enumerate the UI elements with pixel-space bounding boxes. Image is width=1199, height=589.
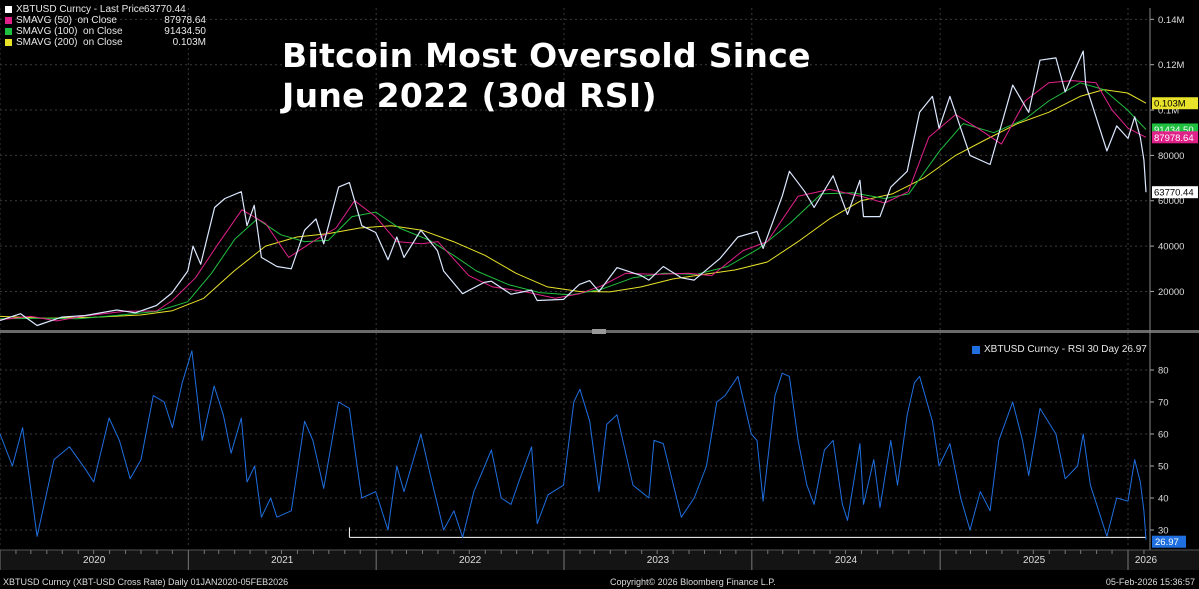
panel-divider-handle[interactable] [592, 329, 606, 334]
legend-value: 87978.64 [164, 15, 206, 26]
legend-swatch [4, 38, 13, 47]
rsi-y-tick-label: 40 [1158, 494, 1169, 505]
legend-swatch [4, 27, 13, 36]
legend-swatch [4, 16, 13, 25]
legend-swatch [4, 5, 13, 14]
last-value-text: 87978.64 [1154, 133, 1194, 144]
rsi-y-tick-label: 70 [1158, 398, 1169, 409]
rsi-y-tick-label: 30 [1158, 526, 1169, 537]
last-value-text: 0.103M [1154, 99, 1186, 110]
rsi-last-value-label: 26.97 [1152, 535, 1186, 548]
legend-label: SMAVG (100) on Close [16, 26, 123, 37]
footer-copyright: Copyright© 2026 Bloomberg Finance L.P. [610, 577, 776, 587]
rsi-line [0, 350, 1147, 540]
chart-title: Bitcoin Most Oversold Since June 2022 (3… [282, 36, 811, 116]
footer-timestamp: 05-Feb-2026 15:36:57 [1105, 577, 1195, 587]
last-value-label: 87978.64 [1152, 131, 1198, 144]
x-tick-label: 2022 [459, 555, 482, 566]
y-tick-label: 40000 [1158, 242, 1184, 253]
chart-axes: 20000 40000 60000 80000 0.1M 0.12M 0.14M 30 40 50… [0, 8, 1199, 550]
last-value-box [1152, 131, 1198, 144]
rsi-y-tick-label: 50 [1158, 462, 1169, 473]
y-tick-label: 0.1M [1158, 106, 1179, 117]
y-tick-label: 80000 [1158, 151, 1184, 162]
last-value-label: 0.103M [1152, 97, 1198, 110]
y-tick-label: 20000 [1158, 287, 1184, 298]
x-axis-band [0, 550, 1199, 570]
legend-value: 63770.44 [144, 4, 186, 15]
x-tick-label: 2026 [1135, 555, 1158, 566]
rsi-last-value-text: 26.97 [1155, 537, 1179, 548]
last-value-label: 63770.44 [1152, 186, 1198, 199]
last-value-label: 91434.50 [1152, 123, 1198, 136]
last-value-box [1152, 97, 1198, 110]
chart-title-line-2: June 2022 (30d RSI) [282, 76, 657, 115]
y-tick-label: 0.14M [1158, 15, 1184, 26]
rsi-legend-label: XBTUSD Curncy - RSI 30 Day 26.97 [984, 344, 1147, 355]
x-tick-label: 2023 [647, 555, 670, 566]
chart-grid [0, 8, 1150, 546]
x-tick-label: 2021 [271, 555, 294, 566]
rsi-legend: XBTUSD Curncy - RSI 30 Day 26.97 [972, 344, 1147, 355]
sma50-line [0, 80, 1147, 322]
x-tick-label: 2024 [835, 555, 858, 566]
last-value-box [1152, 186, 1198, 199]
x-tick-label: 2020 [83, 555, 106, 566]
legend-entry-sma200: SMAVG (200) on Close 0.103M [4, 37, 206, 48]
x-tick-label: 2025 [1023, 555, 1046, 566]
price-line [0, 50, 1147, 327]
last-value-box [1152, 123, 1198, 136]
legend-label: SMAVG (200) on Close [16, 37, 123, 48]
legend-entry-last-price: XBTUSD Curncy - Last Price 63770.44 [4, 4, 206, 15]
y-tick-label: 60000 [1158, 196, 1184, 207]
chart-title-line-1: Bitcoin Most Oversold Since [282, 36, 811, 75]
last-value-text: 63770.44 [1154, 188, 1194, 199]
legend-label: XBTUSD Curncy - Last Price [16, 4, 145, 15]
legend-value: 91434.50 [164, 26, 206, 37]
x-axis: 2020 2021 2022 2023 2024 2025 2026 [0, 549, 1199, 570]
legend-entry-sma50: SMAVG (50) on Close 87978.64 [4, 15, 206, 26]
legend-swatch [972, 345, 980, 354]
price-legend: XBTUSD Curncy - Last Price 63770.44 SMAV… [4, 4, 206, 48]
y-tick-label: 0.12M [1158, 60, 1184, 71]
legend-label: SMAVG (50) on Close [16, 15, 117, 26]
legend-entry-sma100: SMAVG (100) on Close 91434.50 [4, 26, 206, 37]
sma200-line [0, 89, 1147, 319]
legend-value: 0.103M [172, 37, 206, 48]
rsi-last-value-box [1152, 535, 1186, 548]
footer-security-description: XBTUSD Curncy (XBT-USD Cross Rate) Daily… [3, 577, 289, 587]
rsi-y-tick-label: 60 [1158, 430, 1169, 441]
price-panel [0, 50, 1147, 327]
last-value-text: 91434.50 [1154, 125, 1194, 136]
rsi-y-tick-label: 80 [1158, 366, 1169, 377]
rsi-panel [0, 350, 1147, 540]
